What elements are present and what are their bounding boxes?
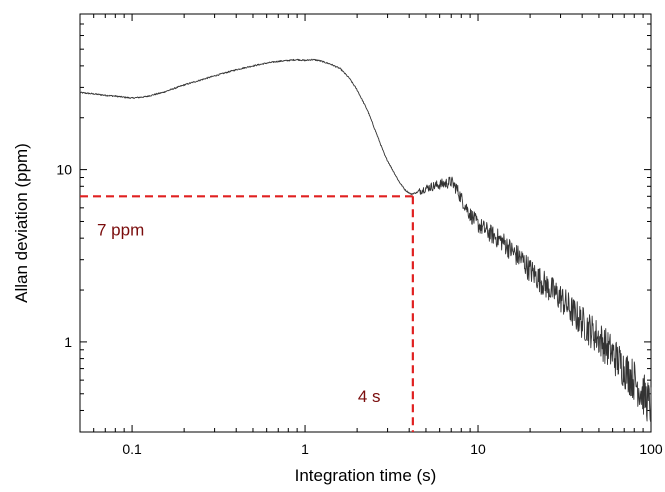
series-group bbox=[79, 58, 652, 422]
series-line-0 bbox=[79, 58, 652, 422]
x-tick-label: 100 bbox=[639, 441, 663, 457]
x-tick-label: 1 bbox=[301, 441, 309, 457]
x-axis-label: Integration time (s) bbox=[295, 466, 437, 485]
x-tick-label: 10 bbox=[470, 441, 486, 457]
y-axis-ticks: 1 10 bbox=[56, 13, 651, 433]
plot-area: 0.1 1 10 100 1 10 7 ppm 4 s bbox=[56, 13, 663, 457]
annotation-label-ppm: 7 ppm bbox=[97, 220, 144, 239]
annotation-group: 7 ppm 4 s bbox=[80, 195, 414, 432]
annotation-label-time: 4 s bbox=[358, 387, 381, 406]
y-axis-label: Allan deviation (ppm) bbox=[12, 143, 31, 303]
x-tick-label: 0.1 bbox=[122, 441, 142, 457]
y-tick-label: 1 bbox=[64, 334, 72, 350]
y-tick-label: 10 bbox=[56, 162, 72, 178]
plot-frame bbox=[79, 13, 652, 433]
x-axis-ticks: 0.1 1 10 100 bbox=[79, 14, 663, 457]
